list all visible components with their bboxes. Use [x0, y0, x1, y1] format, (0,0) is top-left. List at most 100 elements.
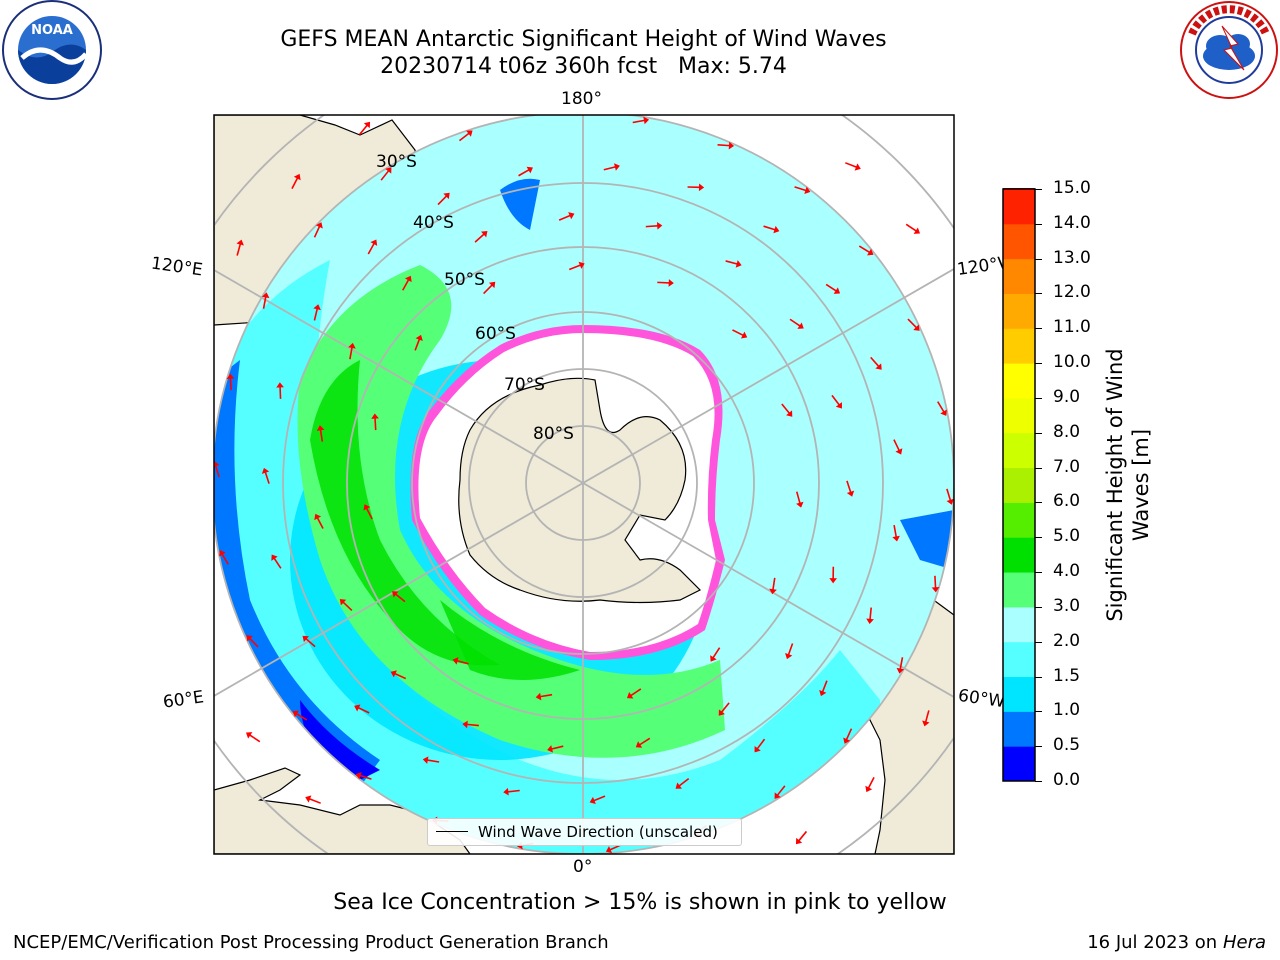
arrow-shaft: [717, 144, 730, 147]
colorbar-segment: [1003, 502, 1035, 538]
arrow-head: [773, 225, 780, 234]
colorbar-tick-mark: [1035, 572, 1042, 574]
legend-line: [436, 831, 468, 832]
arrow-head: [390, 670, 397, 678]
colorbar-tick-mark: [1035, 397, 1042, 399]
colorbar-tick-mark: [1035, 606, 1042, 608]
arrow-head: [866, 618, 874, 625]
colorbar-tick-label: 7.0: [1053, 456, 1081, 477]
arrow-head: [635, 741, 643, 748]
arrow-shaft: [858, 245, 870, 254]
arrow-head: [786, 410, 793, 417]
arrow-shaft: [568, 264, 581, 271]
colorbar-segment: [1003, 746, 1035, 782]
colorbar-tick-mark: [1035, 189, 1042, 190]
arrow-shaft: [358, 124, 368, 136]
arrow-head: [305, 795, 312, 803]
footer-credit: NCEP/EMC/Verification Post Processing Pr…: [13, 932, 609, 953]
arrow-head: [261, 467, 270, 474]
colorbar-segment: [1003, 397, 1035, 434]
meridian-label-180: 180°: [561, 89, 602, 109]
arrow-head: [940, 409, 947, 416]
arrow-shaft: [867, 777, 875, 789]
colorbar-segment: [1003, 606, 1035, 643]
footer-host: Hera: [1222, 932, 1266, 953]
arrow-head: [735, 260, 742, 268]
footer-date-text: 16 Jul 2023 on: [1087, 932, 1223, 953]
arrow-head: [656, 222, 663, 230]
graticule: [214, 115, 954, 854]
arrow-head: [219, 550, 226, 557]
arrow-shaft: [845, 162, 857, 168]
arrow-head: [804, 186, 811, 195]
colorbar-tick-mark: [1035, 363, 1042, 365]
colorbar-tick-label: 11.0: [1053, 317, 1091, 338]
arrow-shaft: [380, 170, 390, 181]
arrow-head: [526, 166, 533, 174]
arrow-shaft: [657, 281, 670, 284]
colorbar-tick-mark: [1035, 258, 1042, 260]
arrow-shaft: [427, 759, 440, 763]
arrow-head: [946, 498, 954, 505]
arrow-shaft: [229, 378, 232, 391]
nws-logo: [1180, 1, 1278, 99]
arrow-shaft: [305, 638, 316, 648]
arrow-head: [443, 192, 450, 200]
arrow-head: [236, 239, 244, 246]
arrow-shaft: [794, 186, 807, 192]
arrow-head: [245, 732, 253, 739]
arrow-shaft: [236, 243, 242, 256]
arrow-head: [774, 792, 781, 799]
arrow-shaft: [456, 659, 469, 665]
colorbar-segment: [1003, 641, 1035, 678]
arrow-shaft: [795, 491, 801, 504]
arrow-shaft: [924, 710, 930, 723]
arrow-head: [895, 448, 903, 455]
arrow-head: [913, 227, 921, 234]
colorbar-segment: [1003, 258, 1035, 294]
arrow-shaft: [395, 593, 406, 603]
wave-band-lowest-2: [300, 700, 380, 790]
arrow-shaft: [365, 507, 373, 520]
arrow-shaft: [776, 785, 786, 796]
arrow-head: [392, 591, 399, 598]
arrow-shaft: [593, 795, 606, 802]
arrow-shaft: [907, 318, 917, 329]
arrow-shaft: [474, 233, 485, 243]
arrow-head: [668, 279, 674, 287]
arrow-shaft: [846, 480, 852, 493]
arrow-shaft: [787, 643, 794, 656]
arrow-shaft: [374, 418, 377, 431]
arrow-shaft: [402, 279, 410, 291]
arrow-shaft: [507, 789, 520, 793]
arrow-shaft: [319, 429, 324, 442]
arrow-shaft: [264, 471, 270, 484]
arrow-shaft: [458, 132, 470, 142]
svg-text:NOAA: NOAA: [31, 23, 73, 38]
parallel-label-50s: 50°S: [444, 270, 485, 290]
parallel-label-80s: 80°S: [533, 424, 574, 444]
colorbar-tick-mark: [1035, 781, 1042, 782]
colorbar-tick-mark: [1035, 502, 1042, 504]
wave-band-lowest-4: [900, 510, 954, 570]
arrow-head: [795, 837, 803, 845]
arrow-head: [829, 578, 837, 584]
colorbar-segment: [1003, 537, 1035, 573]
arrow-head: [769, 588, 777, 595]
arrow-head: [819, 689, 827, 697]
arrow-head: [931, 587, 940, 593]
arrow-head: [535, 692, 542, 701]
arrow-shaft: [899, 657, 904, 670]
arrow-shaft: [540, 693, 553, 698]
arrow-shaft: [630, 688, 642, 697]
arrow-head: [718, 709, 725, 716]
arrow-head: [740, 331, 748, 339]
colorbar-tick-label: 6.0: [1053, 491, 1081, 512]
arrow-head: [452, 657, 459, 665]
colorbar-tick-label: 8.0: [1053, 421, 1081, 442]
arrow-shaft: [720, 702, 730, 713]
arrow-head: [404, 275, 412, 283]
arrow-shaft: [551, 745, 564, 750]
arrow-shaft: [905, 223, 917, 232]
